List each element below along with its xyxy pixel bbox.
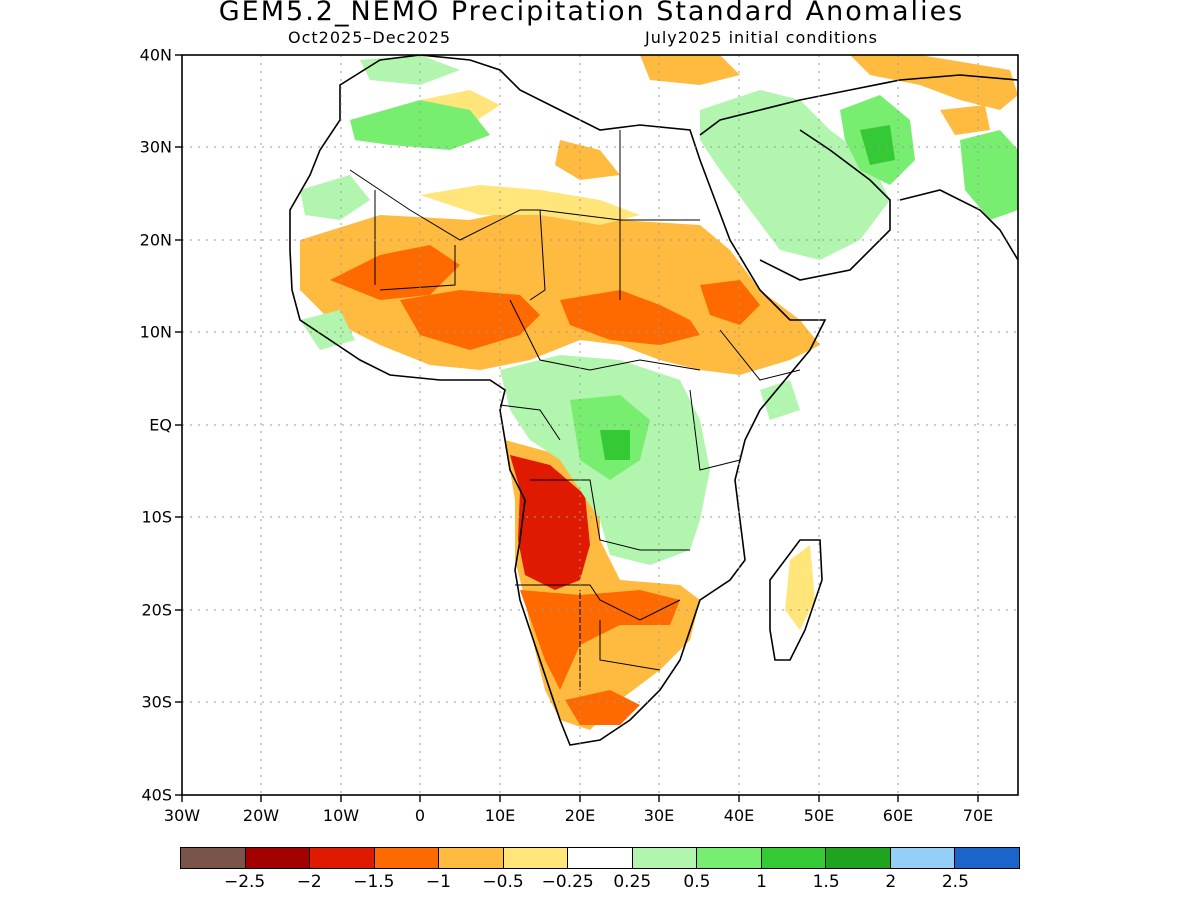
colorbar-segment bbox=[697, 848, 762, 868]
lat-label-10n: 10N bbox=[139, 322, 172, 342]
lon-label-40e: 40E bbox=[723, 806, 755, 825]
lon-label-0: 0 bbox=[414, 806, 426, 825]
colorbar-label: −0.25 bbox=[541, 872, 594, 892]
plot-title: GEM5.2_NEMO Precipitation Standard Anoma… bbox=[218, 0, 965, 27]
colorbar-segment bbox=[955, 848, 1019, 868]
lon-label-30w: 30W bbox=[163, 806, 201, 825]
colorbar-label: −2 bbox=[296, 872, 322, 892]
lon-label-10e: 10E bbox=[484, 806, 516, 825]
colorbar-segment bbox=[374, 848, 440, 868]
colorbar-label: 2.5 bbox=[941, 872, 969, 892]
colorbar-segment bbox=[245, 848, 311, 868]
lat-label-20n: 20N bbox=[139, 230, 172, 250]
colorbar-label: 2 bbox=[885, 872, 897, 892]
colorbar-segment bbox=[632, 848, 698, 868]
colorbar-segment bbox=[568, 848, 633, 868]
lon-label-50e: 50E bbox=[803, 806, 835, 825]
lon-label-30e: 30E bbox=[643, 806, 675, 825]
axis-ticks bbox=[175, 54, 979, 802]
lon-label-20e: 20E bbox=[564, 806, 596, 825]
forecast-period: Oct2025–Dec2025 bbox=[288, 28, 452, 47]
colorbar-label: 0.5 bbox=[683, 872, 711, 892]
colorbar-label: −1.5 bbox=[353, 872, 395, 892]
country-borders bbox=[349, 130, 801, 690]
lat-label-30n: 30N bbox=[139, 137, 172, 157]
colorbar-segment bbox=[310, 848, 375, 868]
colorbar-label: −0.5 bbox=[482, 872, 524, 892]
lat-label-20s: 20S bbox=[141, 600, 172, 620]
lon-label-20w: 20W bbox=[242, 806, 280, 825]
initial-conditions: July2025 initial conditions bbox=[645, 28, 878, 47]
lat-label-40n: 40N bbox=[139, 45, 172, 65]
colorbar-segment bbox=[890, 848, 956, 868]
lon-label-60e: 60E bbox=[882, 806, 914, 825]
colorbar-label: 1.5 bbox=[812, 872, 840, 892]
colorbar bbox=[180, 847, 1020, 869]
lon-label-10w: 10W bbox=[322, 806, 360, 825]
colorbar-segment bbox=[181, 848, 246, 868]
gridlines bbox=[182, 55, 1018, 795]
colorbar-segment bbox=[503, 848, 569, 868]
colorbar-label: 0.25 bbox=[613, 872, 652, 892]
colorbar-label: −1 bbox=[425, 872, 451, 892]
colorbar-segment bbox=[439, 848, 504, 868]
colorbar-segment bbox=[826, 848, 891, 868]
colorbar-label: 1 bbox=[756, 872, 767, 892]
lat-label-40s: 40S bbox=[141, 785, 172, 805]
anomaly-shading bbox=[300, 55, 1018, 730]
lon-label-70e: 70E bbox=[962, 806, 994, 825]
lat-label-eq: EQ bbox=[149, 415, 172, 435]
lat-label-10s: 10S bbox=[141, 507, 172, 527]
colorbar-segment bbox=[761, 848, 827, 868]
colorbar-label: −2.5 bbox=[223, 872, 266, 892]
lat-label-30s: 30S bbox=[141, 692, 172, 712]
